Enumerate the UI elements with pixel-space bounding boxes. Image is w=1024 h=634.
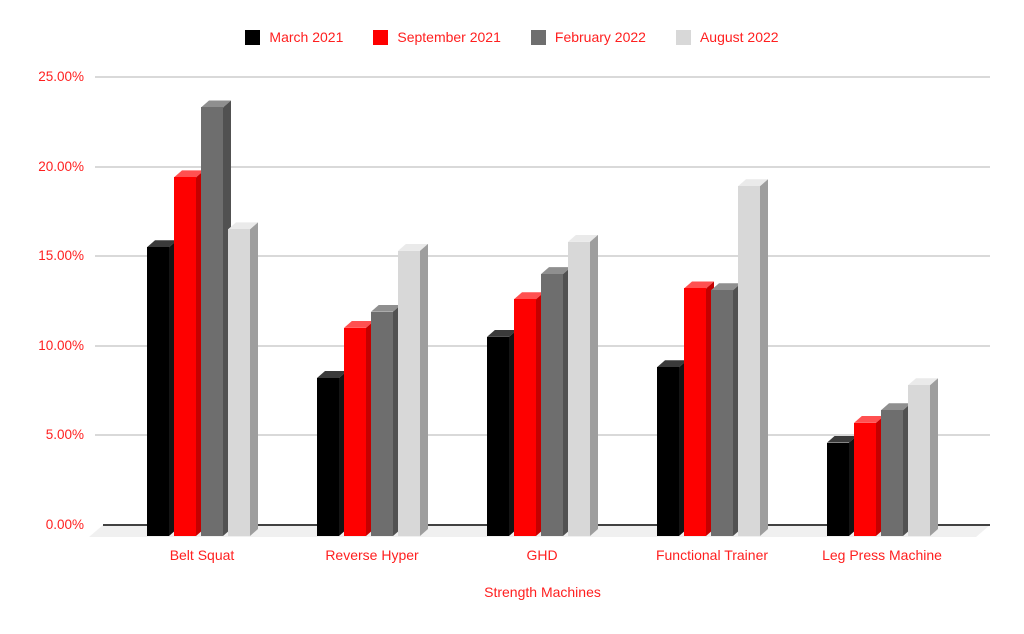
legend-label: February 2022: [554, 29, 646, 45]
bar-march-2021-functional-trainer: [657, 367, 679, 536]
y-axis-tick-label: 15.00%: [38, 248, 84, 264]
legend-label: August 2022: [699, 29, 779, 45]
y-axis-tick-label: 5.00%: [45, 427, 84, 443]
y-axis-tick-label: 10.00%: [38, 337, 84, 353]
bar-february-2022-ghd: [541, 274, 563, 536]
legend-label: September 2021: [397, 29, 501, 45]
legend-item: March 2021: [245, 29, 343, 45]
gridline: [95, 255, 990, 258]
bar-february-2022-functional-trainer: [711, 290, 733, 536]
gridline: [95, 165, 990, 168]
y-axis-tick-label: 20.00%: [38, 158, 84, 174]
bar-february-2022-leg-press-machine: [881, 410, 903, 536]
y-axis-tick-label: 0.00%: [45, 517, 84, 532]
legend-swatch-icon: [373, 29, 389, 45]
bar-august-2022-leg-press-machine: [908, 385, 930, 536]
chart-legend: March 2021 September 2021 February 2022 Aug…: [0, 26, 1024, 48]
bar-august-2022-ghd: [568, 241, 590, 536]
bar-september-2021-belt-squat: [174, 177, 196, 536]
bar-august-2022-reverse-hyper: [398, 250, 420, 536]
bar-august-2022-functional-trainer: [738, 186, 760, 536]
x-axis-category-label: Reverse Hyper: [325, 547, 419, 563]
bar-september-2021-ghd: [514, 299, 536, 536]
bar-march-2021-ghd: [487, 336, 509, 536]
x-axis-category-label: Functional Trainer: [655, 547, 769, 563]
legend-label: March 2021: [269, 29, 344, 45]
x-axis-category-label: Leg Press Machine: [822, 547, 942, 563]
bar-august-2022-belt-squat: [228, 229, 250, 536]
x-axis-category-label: Belt Squat: [169, 547, 235, 563]
bar-march-2021-reverse-hyper: [317, 378, 339, 536]
legend-item: February 2022: [530, 29, 646, 45]
gridline: [95, 76, 990, 78]
legend-swatch-icon: [530, 29, 546, 45]
legend-item: August 2022: [675, 29, 779, 45]
bar-march-2021-belt-squat: [147, 247, 169, 536]
bar-march-2021-leg-press-machine: [827, 442, 849, 536]
bar-february-2022-reverse-hyper: [371, 311, 393, 536]
bar-february-2022-belt-squat: [201, 107, 223, 536]
legend-item: September 2021: [373, 29, 501, 45]
bar-september-2021-functional-trainer: [684, 288, 706, 536]
bar-september-2021-leg-press-machine: [854, 422, 876, 536]
y-axis-tick-label: 25.00%: [38, 69, 84, 84]
legend-swatch-icon: [675, 29, 691, 45]
x-axis-category-label: GHD: [526, 547, 558, 563]
legend-swatch-icon: [245, 29, 261, 45]
x-axis-title: Strength Machines: [484, 584, 601, 600]
bar-september-2021-reverse-hyper: [344, 327, 366, 536]
